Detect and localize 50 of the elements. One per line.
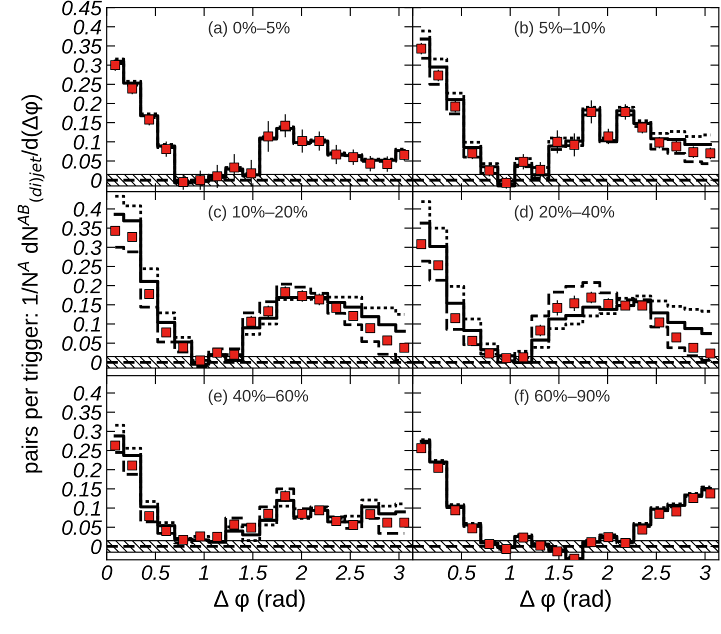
annotation: (c) 10%–20%: [208, 205, 308, 221]
x-axis-title: Δ φ (rad): [214, 590, 305, 612]
x-tick-label: 2: [602, 565, 614, 580]
x-tick-label: 3: [394, 565, 405, 580]
annotation: (e) 40%–60%: [208, 389, 308, 405]
annotation: (d) 20%–40%: [514, 205, 614, 221]
x-tick-label: 1.5: [238, 565, 268, 580]
y-tick-label: 0.4: [74, 386, 102, 401]
x-tick-label: 1: [198, 565, 208, 580]
y-tick-label: 0.25: [62, 77, 102, 92]
y-tick-label: 0.3: [74, 58, 102, 73]
annotation: (f) 60%–90%: [514, 389, 610, 405]
y-tick-label: 0.2: [74, 278, 102, 294]
y-tick-label: 0.2: [74, 462, 102, 478]
x-tick-label: 2: [296, 565, 308, 580]
y-tick-label: 0.35: [62, 405, 102, 420]
annotation: (b) 5%–10%: [514, 21, 605, 37]
x-tick-label: 1.5: [544, 565, 574, 580]
y-tick-label: 0.05: [62, 336, 102, 351]
y-tick-label: 0.35: [62, 221, 102, 236]
x-tick-label: 2.5: [336, 565, 365, 580]
y-tick-label: 0: [91, 539, 102, 554]
x-tick-label: 0.5: [142, 565, 170, 580]
y-tick-label: 0.15: [62, 298, 102, 313]
y-tick-label: 0.2: [74, 96, 102, 112]
x-tick-label: 1: [504, 565, 514, 580]
y-tick-label: 0.1: [74, 134, 100, 150]
y-tick-label: 0.3: [74, 424, 102, 440]
y-tick-label: 0.1: [74, 501, 100, 516]
x-tick-label: 2.5: [642, 565, 671, 580]
y-tick-label: 0.45: [62, 0, 102, 16]
y-tick-label: 0.25: [62, 259, 102, 274]
y-tick-label: 0.05: [62, 154, 102, 169]
y-tick-label: 0.3: [74, 240, 102, 256]
x-tick-label: 3: [700, 565, 711, 580]
x-tick-label: 0.5: [448, 565, 476, 580]
x-axis-title: Δ φ (rad): [520, 590, 611, 612]
y-tick-label: 0.05: [62, 520, 102, 535]
y-axis-title: pairs per trigger: 1/N$^{A}$ dN$^{AB}$$_{(di)jet}$/d(Δφ): [18, 94, 44, 473]
y-tick-label: 0: [91, 173, 102, 188]
y-tick-label: 0.4: [74, 20, 102, 35]
y-tick-label: 0: [91, 355, 102, 370]
y-tick-label: 0.4: [74, 202, 102, 217]
y-tick-label: 0.35: [62, 38, 102, 54]
y-tick-label: 0.15: [62, 116, 102, 130]
y-tick-label: 0.25: [62, 444, 102, 458]
x-tick-label: 0: [102, 565, 112, 580]
y-tick-label: 0.1: [74, 316, 100, 332]
y-tick-label: 0.15: [62, 482, 102, 497]
annotation: (a) 0%–5%: [208, 21, 290, 37]
